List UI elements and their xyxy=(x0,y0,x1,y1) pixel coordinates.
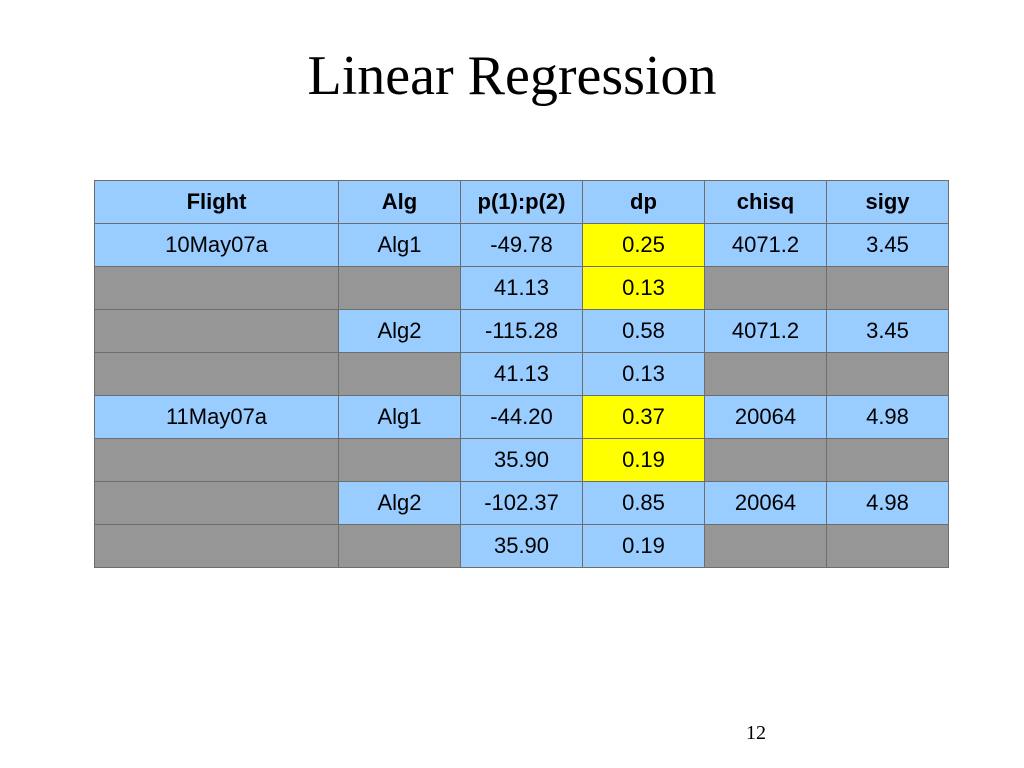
cell-p-ratio: 41.13 xyxy=(460,352,583,396)
table-row: 10May07a Alg1 -49.78 0.25 4071.2 3.45 xyxy=(94,223,949,267)
cell-dp: 0.19 xyxy=(582,524,705,568)
header-p-ratio: p(1):p(2) xyxy=(460,180,583,224)
cell-p-ratio: -49.78 xyxy=(460,223,583,267)
cell-dp: 0.25 xyxy=(582,223,705,267)
cell-p-ratio: 35.90 xyxy=(460,438,583,482)
cell-alg xyxy=(338,438,461,482)
cell-p-ratio: -102.37 xyxy=(460,481,583,525)
cell-alg xyxy=(338,266,461,310)
cell-chisq xyxy=(704,352,827,396)
cell-alg: Alg2 xyxy=(338,309,461,353)
cell-dp: 0.19 xyxy=(582,438,705,482)
cell-chisq: 20064 xyxy=(704,481,827,525)
cell-flight xyxy=(94,481,339,525)
table-body: 10May07a Alg1 -49.78 0.25 4071.2 3.45 41.13 0.1… xyxy=(94,223,949,568)
cell-sigy xyxy=(826,266,949,310)
cell-alg: Alg1 xyxy=(338,395,461,439)
cell-alg xyxy=(338,524,461,568)
table-row: 35.90 0.19 xyxy=(94,524,949,568)
regression-table: Flight Alg p(1):p(2) dp chisq sigy 10May… xyxy=(94,180,949,568)
cell-p-ratio: -44.20 xyxy=(460,395,583,439)
header-chisq: chisq xyxy=(704,180,827,224)
cell-p-ratio: 41.13 xyxy=(460,266,583,310)
table-row: 41.13 0.13 xyxy=(94,266,949,310)
cell-chisq xyxy=(704,524,827,568)
slide-title: Linear Regression xyxy=(307,45,717,107)
cell-chisq xyxy=(704,266,827,310)
header-sigy: sigy xyxy=(826,180,949,224)
cell-sigy: 4.98 xyxy=(826,481,949,525)
cell-p-ratio: 35.90 xyxy=(460,524,583,568)
cell-alg: Alg2 xyxy=(338,481,461,525)
cell-dp: 0.13 xyxy=(582,266,705,310)
cell-dp: 0.13 xyxy=(582,352,705,396)
cell-alg: Alg1 xyxy=(338,223,461,267)
table-row: 41.13 0.13 xyxy=(94,352,949,396)
table-row: Alg2 -115.28 0.58 4071.2 3.45 xyxy=(94,309,949,353)
cell-sigy: 3.45 xyxy=(826,309,949,353)
table-row: 35.90 0.19 xyxy=(94,438,949,482)
cell-sigy: 3.45 xyxy=(826,223,949,267)
cell-sigy xyxy=(826,352,949,396)
header-alg: Alg xyxy=(338,180,461,224)
table-row: 11May07a Alg1 -44.20 0.37 20064 4.98 xyxy=(94,395,949,439)
cell-flight xyxy=(94,309,339,353)
cell-dp: 0.58 xyxy=(582,309,705,353)
cell-sigy xyxy=(826,524,949,568)
cell-dp: 0.37 xyxy=(582,395,705,439)
header-dp: dp xyxy=(582,180,705,224)
cell-flight xyxy=(94,438,339,482)
cell-flight: 10May07a xyxy=(94,223,339,267)
header-flight: Flight xyxy=(94,180,339,224)
cell-flight xyxy=(94,524,339,568)
table-row: Alg2 -102.37 0.85 20064 4.98 xyxy=(94,481,949,525)
page-number: 12 xyxy=(746,722,766,744)
cell-p-ratio: -115.28 xyxy=(460,309,583,353)
cell-sigy xyxy=(826,438,949,482)
cell-chisq: 4071.2 xyxy=(704,223,827,267)
cell-flight xyxy=(94,266,339,310)
cell-sigy: 4.98 xyxy=(826,395,949,439)
table-header-row: Flight Alg p(1):p(2) dp chisq sigy xyxy=(94,180,949,224)
cell-flight xyxy=(94,352,339,396)
cell-alg xyxy=(338,352,461,396)
cell-dp: 0.85 xyxy=(582,481,705,525)
cell-chisq: 20064 xyxy=(704,395,827,439)
cell-flight: 11May07a xyxy=(94,395,339,439)
cell-chisq: 4071.2 xyxy=(704,309,827,353)
cell-chisq xyxy=(704,438,827,482)
